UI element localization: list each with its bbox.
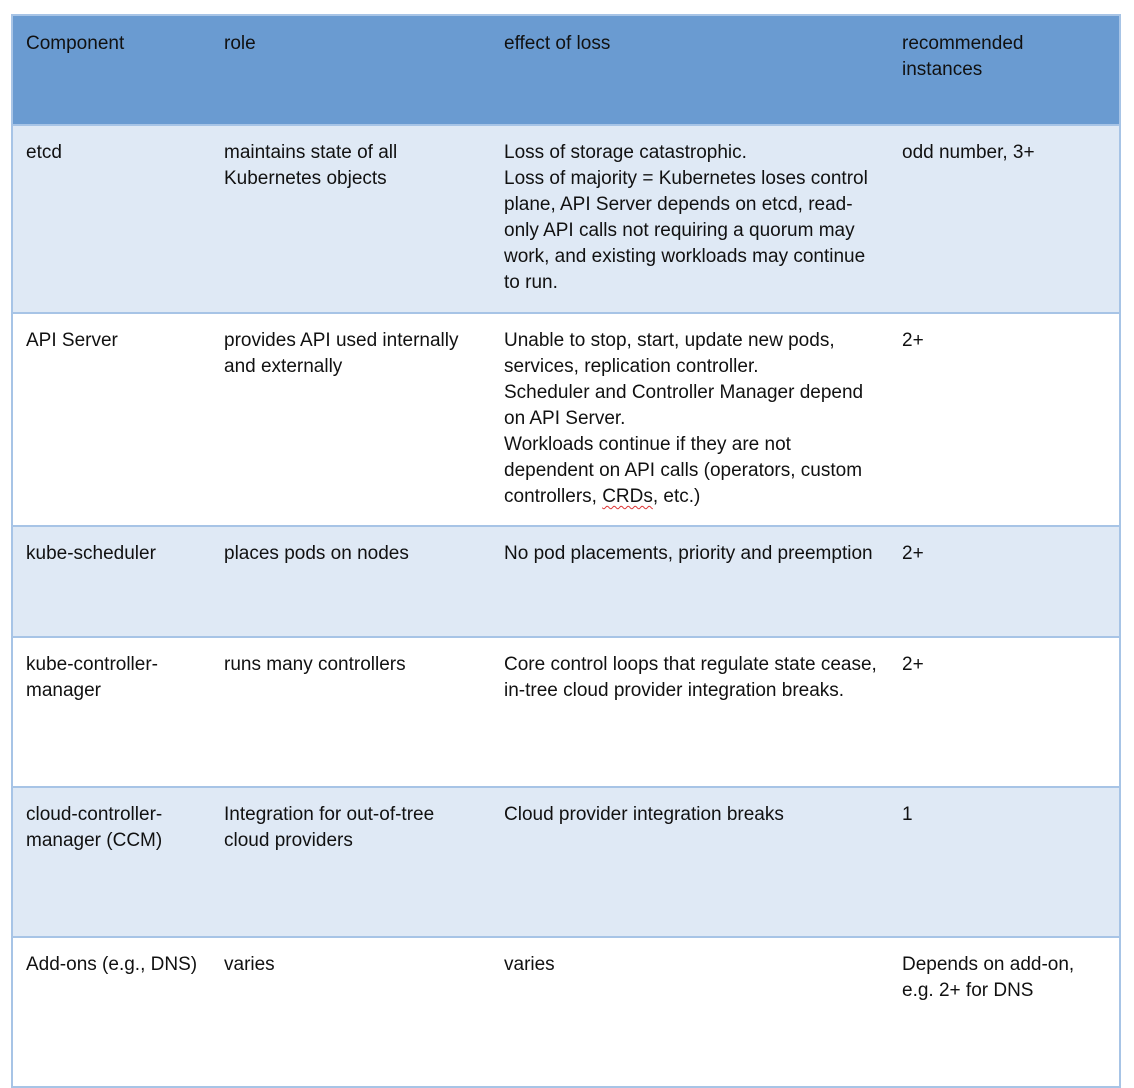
cell-effect: No pod placements, priority and preempti…: [491, 525, 889, 637]
cell-effect: Unable to stop, start, update new pods, …: [491, 312, 889, 526]
cell-instances: 1: [889, 786, 1120, 937]
effect-line: Loss of storage catastrophic.: [504, 142, 747, 163]
cell-role: maintains state of all Kubernetes object…: [211, 124, 491, 313]
cell-instances: odd number, 3+: [889, 124, 1120, 313]
cell-role: provides API used internally and externa…: [211, 312, 491, 526]
header-role: role: [211, 14, 491, 125]
table-row: Add-ons (e.g., DNS) varies varies Depends o…: [12, 936, 1120, 1087]
cell-instances: 2+: [889, 312, 1120, 526]
table-row: API Server provides API used internally a…: [12, 312, 1120, 526]
cell-component: kube-controller-manager: [12, 636, 211, 787]
table-row: kube-scheduler places pods on nodes No pod…: [12, 525, 1120, 637]
table-row: etcd maintains state of all Kubernetes ob…: [12, 124, 1120, 313]
effect-line: Cloud provider integration breaks: [504, 804, 784, 825]
effect-line: Core control loops that regulate state c…: [504, 654, 877, 701]
cell-component: etcd: [12, 124, 211, 313]
spellcheck-mark: CRDs: [602, 486, 653, 507]
header-instances: recommended instances: [889, 14, 1120, 125]
effect-line: Scheduler and Controller Manager depend …: [504, 382, 864, 429]
cell-component: kube-scheduler: [12, 525, 211, 637]
header-row: Component role effect of loss recommende…: [12, 14, 1120, 125]
cell-role: varies: [211, 936, 491, 1087]
effect-line: Loss of majority = Kubernetes loses cont…: [504, 168, 868, 293]
cell-instances: 2+: [889, 525, 1120, 637]
table-row: cloud-controller-manager (CCM) Integratio…: [12, 786, 1120, 937]
cell-effect: Cloud provider integration breaks: [491, 786, 889, 937]
effect-line: Unable to stop, start, update new pods, …: [504, 330, 835, 377]
cell-component: cloud-controller-manager (CCM): [12, 786, 211, 937]
components-table: Component role effect of loss recommende…: [11, 14, 1121, 1088]
cell-effect: Core control loops that regulate state c…: [491, 636, 889, 787]
effect-line: varies: [504, 954, 555, 975]
cell-instances: Depends on add-on, e.g. 2+ for DNS: [889, 936, 1120, 1087]
cell-instances: 2+: [889, 636, 1120, 787]
cell-effect: varies: [491, 936, 889, 1087]
cell-component: Add-ons (e.g., DNS): [12, 936, 211, 1087]
cell-role: runs many controllers: [211, 636, 491, 787]
header-component: Component: [12, 14, 211, 125]
header-effect: effect of loss: [491, 14, 889, 125]
effect-line: No pod placements, priority and preempti…: [504, 543, 873, 564]
cell-role: places pods on nodes: [211, 525, 491, 637]
cell-effect: Loss of storage catastrophic. Loss of maj…: [491, 124, 889, 313]
cell-role: Integration for out-of-tree cloud provid…: [211, 786, 491, 937]
table-row: kube-controller-manager runs many control…: [12, 636, 1120, 787]
effect-line: Workloads continue if they are not depen…: [504, 434, 863, 507]
cell-component: API Server: [12, 312, 211, 526]
